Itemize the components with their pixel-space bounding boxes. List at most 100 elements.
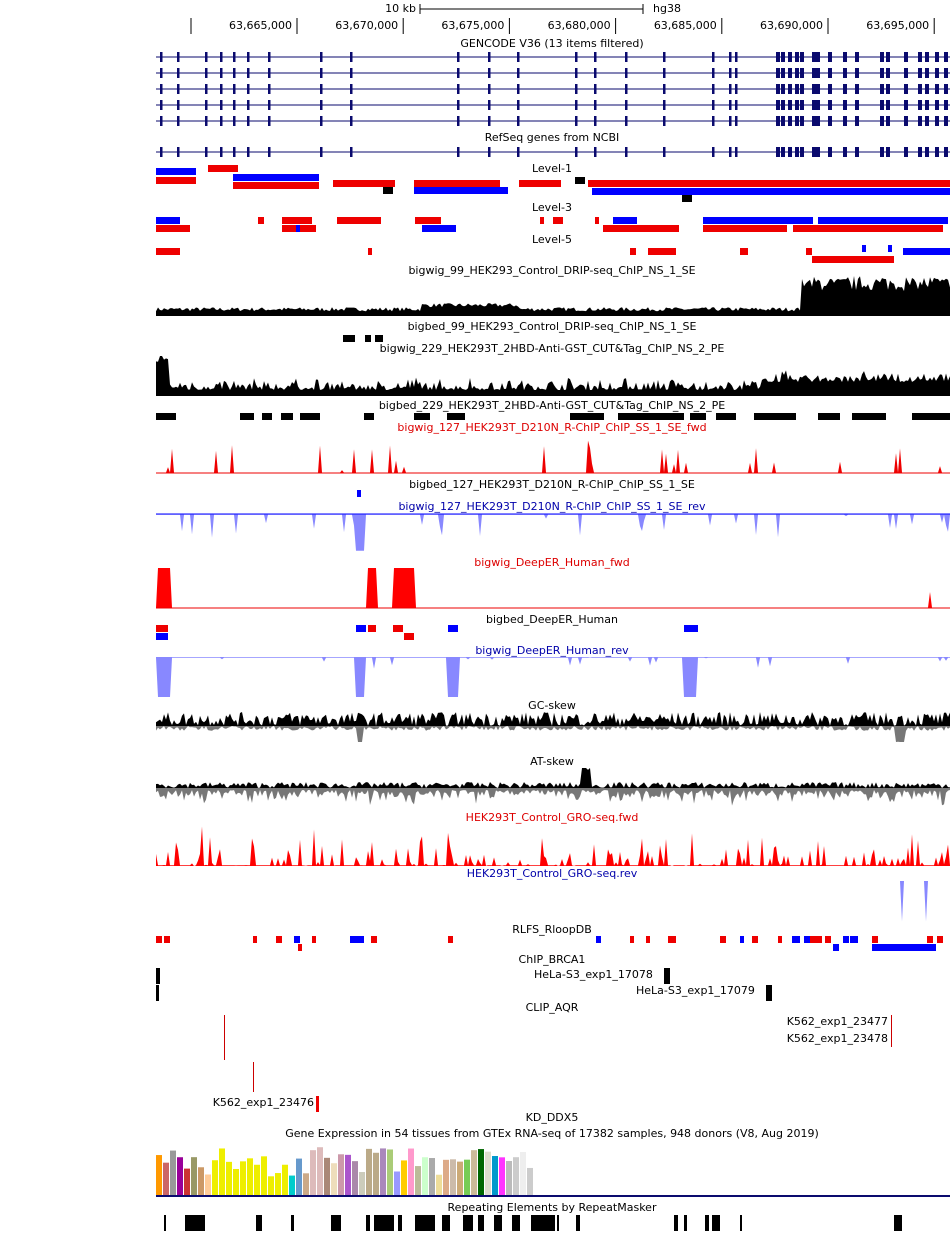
exon <box>320 147 323 157</box>
exon <box>712 52 715 62</box>
expression-bar <box>163 1162 169 1195</box>
exon <box>781 52 785 62</box>
ruler-tick-label: 63,670,000 <box>335 19 398 32</box>
exon <box>935 84 939 94</box>
repeat <box>684 1215 687 1231</box>
exon <box>488 68 491 78</box>
exon <box>729 68 732 78</box>
feature <box>891 1015 892 1047</box>
exon <box>944 147 948 157</box>
signal <box>156 356 950 396</box>
exon <box>712 116 715 126</box>
exon <box>350 147 353 157</box>
signal <box>156 726 950 742</box>
feature <box>253 936 257 943</box>
track-label: HEK293T_Control_GRO-seq.rev <box>467 867 638 880</box>
expression-bar <box>156 1155 162 1195</box>
repeat <box>415 1215 435 1231</box>
exon <box>776 116 780 126</box>
exon <box>944 116 948 126</box>
expression-bar <box>485 1151 491 1195</box>
expression-bar <box>527 1167 533 1195</box>
feature <box>703 217 813 224</box>
exon <box>781 116 785 126</box>
repeat <box>512 1215 520 1231</box>
exon <box>788 52 792 62</box>
feature <box>872 944 936 951</box>
feature <box>912 413 950 420</box>
track-label: ChIP_BRCA1 <box>519 953 586 966</box>
exon <box>517 52 520 62</box>
exon <box>233 52 236 62</box>
item-label: K562_exp1_23477 <box>787 1015 888 1028</box>
expression-bar <box>401 1160 407 1195</box>
feature <box>852 413 886 420</box>
expression-bar <box>170 1150 176 1195</box>
repeat <box>366 1215 370 1231</box>
feature <box>630 248 636 255</box>
exon <box>268 52 271 62</box>
feature <box>850 936 858 943</box>
feature <box>368 248 372 255</box>
exon <box>205 116 208 126</box>
exon <box>795 68 799 78</box>
exon <box>843 100 847 110</box>
expression-bar <box>254 1164 260 1195</box>
feature <box>156 225 190 232</box>
exon <box>816 147 820 157</box>
exon <box>663 100 666 110</box>
exon <box>712 84 715 94</box>
expression-bar <box>205 1174 211 1195</box>
feature <box>156 217 180 224</box>
item-label: HeLa-S3_exp1_17079 <box>636 984 755 997</box>
exon <box>795 147 799 157</box>
exon <box>625 100 628 110</box>
feature <box>368 625 376 632</box>
expression-bar <box>282 1164 288 1195</box>
exon <box>575 116 578 126</box>
exon <box>795 52 799 62</box>
exon <box>918 100 922 110</box>
expression-bar <box>317 1147 323 1195</box>
exon <box>220 68 223 78</box>
expression-bar <box>331 1163 337 1195</box>
feature <box>766 985 772 1001</box>
exon <box>247 84 250 94</box>
exon <box>457 116 460 126</box>
expression-bar <box>268 1176 274 1195</box>
track-label: Repeating Elements by RepeatMasker <box>448 1201 657 1214</box>
feature <box>156 936 162 943</box>
expression-bar <box>373 1152 379 1195</box>
exon <box>735 147 738 157</box>
exon <box>880 147 884 157</box>
signal <box>156 568 950 608</box>
exon <box>880 68 884 78</box>
feature <box>613 217 637 224</box>
feature <box>804 936 810 943</box>
exon <box>729 52 732 62</box>
feature <box>276 936 282 943</box>
feature <box>371 936 377 943</box>
exon <box>816 52 820 62</box>
feature <box>258 217 264 224</box>
exon <box>788 84 792 94</box>
exon <box>488 52 491 62</box>
expression-bar <box>240 1161 246 1195</box>
exon <box>816 100 820 110</box>
feature <box>843 936 849 943</box>
exon <box>220 147 223 157</box>
exon <box>350 52 353 62</box>
exon <box>886 84 890 94</box>
exon <box>220 116 223 126</box>
item-label: HeLa-S3_exp1_17078 <box>534 968 653 981</box>
exon <box>663 84 666 94</box>
exon <box>320 68 323 78</box>
exon <box>828 147 832 157</box>
exon <box>712 147 715 157</box>
exon <box>233 100 236 110</box>
expression-bar <box>499 1157 505 1195</box>
exon <box>517 68 520 78</box>
exon <box>855 84 859 94</box>
expression-bar <box>380 1148 386 1195</box>
